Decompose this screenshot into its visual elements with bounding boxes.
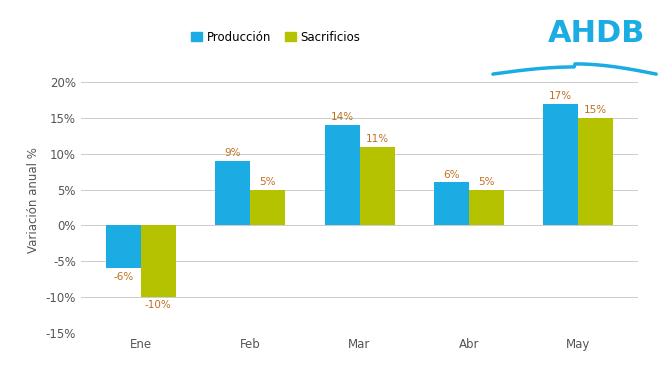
Bar: [325, 125, 360, 225]
Text: -10%: -10%: [145, 301, 171, 310]
Bar: [434, 183, 469, 225]
Text: 15%: 15%: [584, 105, 607, 115]
Bar: [469, 190, 504, 225]
Text: 5%: 5%: [259, 177, 276, 187]
Text: AHDB: AHDB: [548, 19, 645, 48]
Text: 5%: 5%: [478, 177, 495, 187]
Text: 6%: 6%: [443, 170, 460, 180]
Bar: [250, 190, 285, 225]
Y-axis label: Variación anual %: Variación anual %: [27, 147, 40, 253]
Bar: [578, 118, 614, 225]
Bar: [360, 147, 394, 225]
Bar: [141, 225, 176, 297]
Bar: [215, 161, 250, 225]
Text: 17%: 17%: [549, 91, 573, 101]
Bar: [106, 225, 141, 268]
Text: 9%: 9%: [224, 148, 241, 158]
Legend: Producción, Sacrificios: Producción, Sacrificios: [187, 26, 365, 49]
Text: 14%: 14%: [331, 112, 353, 122]
Text: -6%: -6%: [113, 272, 134, 282]
Bar: [543, 104, 578, 225]
Text: 11%: 11%: [366, 134, 388, 144]
